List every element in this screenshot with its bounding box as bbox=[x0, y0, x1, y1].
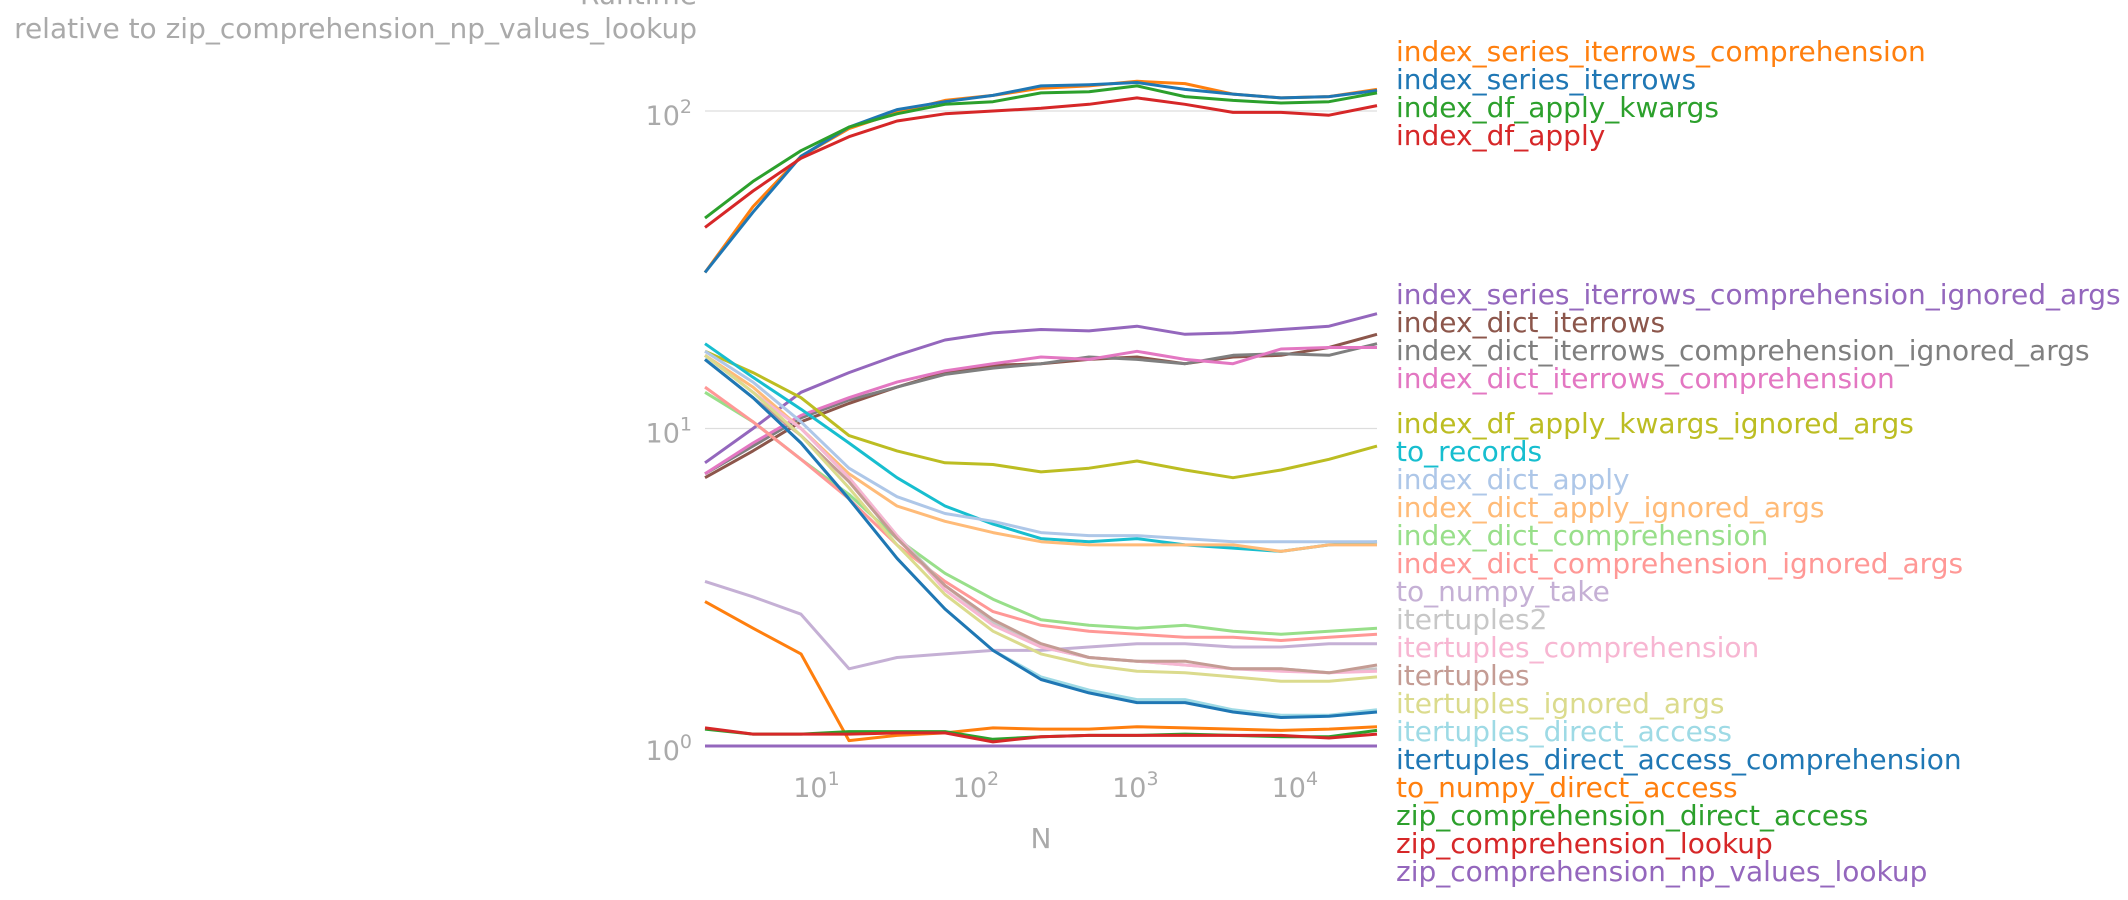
legend-entry: itertuples_ignored_args bbox=[1396, 687, 1724, 720]
legend-entry: itertuples_direct_access_comprehension bbox=[1396, 743, 1962, 776]
legend: index_series_iterrows_comprehensionindex… bbox=[1396, 35, 2121, 888]
y-tick-label: 100 bbox=[646, 731, 692, 767]
series-line bbox=[704, 726, 1378, 744]
series-lines bbox=[703, 79, 1378, 748]
chart-subtitle: relative to zip_comprehension_np_values_… bbox=[14, 12, 697, 45]
x-tick-label: 103 bbox=[1112, 768, 1158, 804]
series-line bbox=[703, 79, 1378, 274]
x-axis-ticks: 101 102 103 104 bbox=[793, 768, 1318, 804]
y-tick-label: 101 bbox=[646, 414, 692, 450]
legend-entry: index_series_iterrows_comprehension bbox=[1396, 35, 1926, 68]
series-line bbox=[704, 354, 1378, 675]
legend-entry: index_series_iterrows_comprehension_igno… bbox=[1396, 278, 2121, 311]
series-line bbox=[704, 385, 1378, 642]
series-line bbox=[704, 96, 1378, 229]
series-line bbox=[704, 312, 1378, 465]
series-line bbox=[704, 354, 1378, 683]
y-tick-label: 102 bbox=[646, 96, 692, 132]
series-line bbox=[703, 81, 1378, 274]
series-line bbox=[704, 579, 1377, 671]
legend-entry: index_dict_apply bbox=[1396, 463, 1630, 496]
series-line bbox=[704, 84, 1378, 220]
series-line bbox=[704, 346, 1377, 476]
x-tick-label: 101 bbox=[793, 768, 839, 804]
gridlines bbox=[705, 110, 1377, 430]
chart-title: Runtime bbox=[580, 0, 697, 11]
legend-entry: index_df_apply bbox=[1396, 119, 1605, 152]
legend-entry: zip_comprehension_direct_access bbox=[1396, 799, 1868, 832]
legend-entry: itertuples2 bbox=[1396, 603, 1547, 636]
legend-entry: index_dict_iterrows bbox=[1396, 306, 1665, 339]
legend-entry: index_series_iterrows bbox=[1396, 63, 1696, 96]
series-line bbox=[704, 354, 1377, 553]
legend-entry: zip_comprehension_lookup bbox=[1396, 827, 1773, 860]
legend-entry: itertuples bbox=[1396, 659, 1530, 692]
series-line bbox=[704, 342, 1378, 476]
legend-entry: zip_comprehension_np_values_lookup bbox=[1396, 855, 1927, 888]
series-line bbox=[704, 350, 1377, 544]
series-line bbox=[704, 358, 1378, 719]
legend-entry: index_dict_iterrows_comprehension_ignore… bbox=[1396, 334, 2090, 367]
legend-entry: to_numpy_direct_access bbox=[1396, 771, 1738, 804]
legend-entry: itertuples_direct_access bbox=[1396, 715, 1732, 748]
legend-entry: to_numpy_take bbox=[1396, 575, 1610, 608]
x-tick-label: 102 bbox=[953, 768, 999, 804]
legend-entry: index_dict_comprehension bbox=[1396, 519, 1768, 552]
series-line bbox=[704, 349, 1378, 480]
legend-entry: index_df_apply_kwargs bbox=[1396, 91, 1719, 124]
legend-entry: index_df_apply_kwargs_ignored_args bbox=[1396, 407, 1914, 440]
legend-entry: index_dict_iterrows_comprehension bbox=[1396, 362, 1895, 395]
legend-entry: itertuples_comprehension bbox=[1396, 631, 1759, 664]
x-tick-label: 104 bbox=[1272, 768, 1318, 804]
series-line bbox=[704, 600, 1378, 743]
legend-entry: index_dict_comprehension_ignored_args bbox=[1396, 547, 1963, 580]
legend-entry: index_dict_apply_ignored_args bbox=[1396, 491, 1824, 524]
legend-entry: to_records bbox=[1396, 435, 1542, 468]
x-axis-title: N bbox=[1031, 822, 1052, 855]
y-axis-ticks: 100 101 102 bbox=[646, 96, 692, 767]
